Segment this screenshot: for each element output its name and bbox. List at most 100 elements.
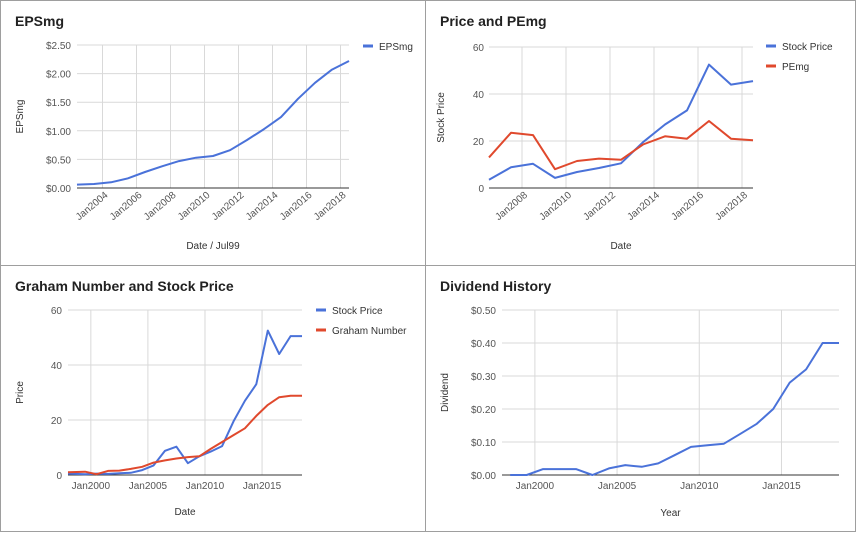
data-point [178, 160, 180, 162]
data-point [686, 137, 688, 139]
data-point [509, 474, 511, 476]
data-point [289, 335, 291, 337]
series-line-stock-price [488, 63, 754, 181]
data-point [331, 68, 333, 70]
y-tick-label: $0.50 [471, 306, 496, 317]
data-point [723, 442, 725, 444]
data-point [591, 474, 593, 476]
x-tick-label: Jan2000 [72, 481, 111, 492]
data-point [195, 156, 197, 158]
data-point [221, 441, 223, 443]
data-point [576, 171, 578, 173]
data-point [161, 165, 163, 167]
data-point [244, 400, 246, 402]
x-tick-label: Jan2005 [598, 481, 637, 492]
x-tick-label: Jan2004 [74, 190, 111, 223]
data-point [280, 116, 282, 118]
data-point [76, 183, 78, 185]
x-tick-label: Jan2010 [176, 190, 213, 223]
data-point [152, 461, 154, 463]
data-point [107, 473, 109, 475]
data-point [255, 415, 257, 417]
y-tick-label: $1.00 [46, 127, 71, 138]
data-point [278, 396, 280, 398]
series-line-graham-number [67, 394, 302, 476]
x-tick-label: Jan2008 [142, 190, 179, 223]
y-tick-label: 60 [473, 43, 485, 54]
y-tick-label: 20 [473, 137, 485, 148]
data-point [510, 166, 512, 168]
y-tick-label: 60 [51, 306, 63, 317]
y-tick-label: $0.40 [471, 339, 496, 350]
data-point [608, 467, 610, 469]
data-point [788, 381, 790, 383]
x-tick-label: Jan2008 [493, 190, 530, 223]
data-point [144, 171, 146, 173]
y-tick-label: $0.30 [471, 372, 496, 383]
y-tick-label: $0.50 [46, 155, 71, 166]
data-point [95, 473, 97, 475]
y-tick-label: $0.00 [46, 184, 71, 195]
data-point [232, 434, 234, 436]
data-point [221, 445, 223, 447]
data-point [576, 160, 578, 162]
x-tick-label: Jan2010 [186, 481, 225, 492]
y-tick-label: 0 [478, 184, 484, 195]
data-point [127, 177, 129, 179]
data-point [730, 137, 732, 139]
data-point [301, 395, 303, 397]
panel-dividend: Dividend History $0.00 $0.10 $0.20 $0.30 $0.… [425, 265, 856, 532]
x-tick-label: Jan2014 [244, 190, 281, 223]
data-point [664, 135, 666, 137]
data-point [209, 450, 211, 452]
data-point [232, 420, 234, 422]
x-tick-label: Jan2016 [669, 190, 706, 223]
data-point [598, 167, 600, 169]
data-point [198, 455, 200, 457]
data-point [532, 134, 534, 136]
data-point [289, 395, 291, 397]
data-point [297, 98, 299, 100]
data-point [164, 450, 166, 452]
legend-label: Stock Price [332, 306, 383, 317]
data-point [657, 462, 659, 464]
data-point [558, 468, 560, 470]
data-point [739, 433, 741, 435]
data-point [620, 162, 622, 164]
data-point [278, 353, 280, 355]
chart-title: Graham Number and Stock Price [15, 278, 234, 294]
legend-label: PEmg [782, 62, 809, 73]
x-axis-title: Date / Jul99 [186, 241, 240, 252]
chart-graham: 0 20 40 60 Jan2000 Jan2005 Jan2010 Jan2015 Date P… [15, 306, 407, 518]
data-point [542, 468, 544, 470]
data-point [255, 383, 257, 385]
data-point [130, 472, 132, 474]
data-point [93, 183, 95, 185]
x-axis-title: Date [610, 241, 632, 252]
data-point [118, 472, 120, 474]
data-point [838, 342, 840, 344]
x-tick-label: Jan2012 [210, 190, 247, 223]
x-tick-label: Jan2018 [312, 190, 349, 223]
y-tick-label: $2.00 [46, 70, 71, 81]
y-axis-title: Stock Price [436, 92, 447, 143]
data-point [642, 143, 644, 145]
chart-title: Dividend History [440, 278, 552, 294]
x-axis-title: Year [660, 508, 681, 519]
data-point [708, 120, 710, 122]
data-point [642, 141, 644, 143]
data-point [752, 80, 754, 82]
data-point [525, 474, 527, 476]
data-point [673, 454, 675, 456]
x-tick-label: Jan2010 [537, 190, 574, 223]
data-point [141, 469, 143, 471]
legend-label: Stock Price [782, 42, 833, 53]
data-point [187, 456, 189, 458]
legend-label: Graham Number [332, 326, 407, 337]
data-point [130, 468, 132, 470]
x-tick-label: Jan2015 [762, 481, 801, 492]
data-point [110, 181, 112, 183]
chart-title: EPSmg [15, 13, 65, 29]
data-point [708, 63, 710, 65]
data-point [267, 404, 269, 406]
